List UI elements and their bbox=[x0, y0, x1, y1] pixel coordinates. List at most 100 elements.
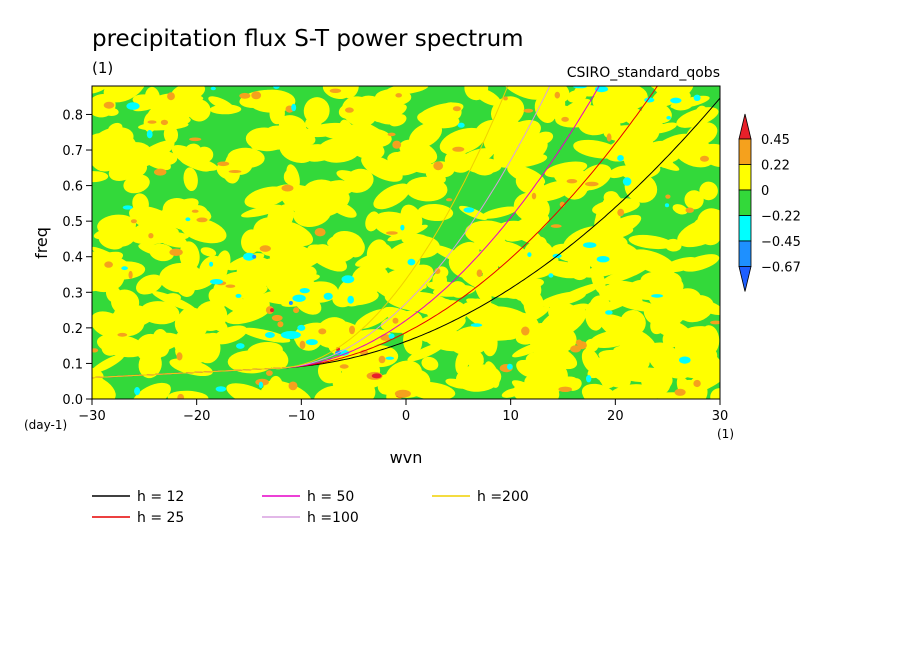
legend-label: h =100 bbox=[307, 510, 359, 526]
yellow-patch bbox=[136, 274, 163, 295]
orange-patch bbox=[561, 116, 569, 122]
yellow-patch bbox=[516, 359, 539, 378]
yellow-patch bbox=[487, 372, 500, 382]
yellow-patch bbox=[403, 326, 423, 355]
orange-patch bbox=[387, 132, 396, 137]
y-tick-label: 0.6 bbox=[62, 180, 83, 195]
yellow-patch bbox=[165, 293, 181, 302]
yellow-patch bbox=[471, 161, 495, 176]
yellow-patch bbox=[306, 142, 346, 162]
orange-patch bbox=[617, 208, 625, 217]
y-axis-label: freq bbox=[32, 227, 51, 259]
yellow-patch bbox=[268, 375, 284, 399]
yellow-patch bbox=[347, 238, 365, 258]
cyan-patch bbox=[210, 279, 223, 285]
cyan-patch bbox=[299, 288, 310, 294]
yellow-patch bbox=[253, 217, 286, 245]
yellow-patch bbox=[99, 145, 132, 172]
yellow-patch bbox=[678, 145, 713, 155]
orange-patch bbox=[128, 270, 133, 280]
cyan-patch bbox=[388, 333, 395, 339]
orange-patch bbox=[104, 261, 113, 268]
yellow-patch bbox=[641, 101, 672, 124]
yellow-patch bbox=[389, 249, 421, 273]
yellow-patch bbox=[534, 95, 557, 123]
yellow-patch bbox=[527, 181, 569, 204]
y-tick-label: 0.0 bbox=[62, 393, 83, 408]
cyan-patch bbox=[693, 94, 701, 102]
y-unit-label: (day-1) bbox=[24, 418, 67, 432]
yellow-patch bbox=[180, 156, 218, 171]
cyan-patch bbox=[341, 275, 355, 284]
yellow-patch bbox=[658, 140, 682, 163]
yellow-patch bbox=[216, 161, 240, 180]
orange-patch bbox=[349, 325, 355, 335]
yellow-patch bbox=[173, 329, 201, 357]
yellow-patch bbox=[542, 260, 585, 279]
spectral-feature bbox=[252, 254, 257, 259]
yellow-patch bbox=[449, 326, 493, 356]
yellow-patch bbox=[567, 378, 582, 391]
yellow-patch bbox=[481, 206, 518, 219]
yellow-patch bbox=[354, 373, 396, 392]
yellow-patch bbox=[106, 139, 132, 153]
yellow-patch bbox=[92, 353, 125, 374]
yellow-patch bbox=[337, 277, 370, 307]
yellow-patch bbox=[212, 325, 248, 345]
yellow-patch bbox=[339, 133, 358, 148]
yellow-patch bbox=[262, 346, 289, 370]
orange-patch bbox=[271, 314, 283, 322]
spectral-feature bbox=[243, 252, 255, 261]
cyan-patch bbox=[457, 122, 465, 128]
yellow-patch bbox=[590, 265, 606, 295]
yellow-patch bbox=[314, 385, 348, 399]
yellow-patch bbox=[314, 180, 362, 205]
yellow-patch bbox=[123, 174, 150, 194]
yellow-patch bbox=[426, 298, 456, 322]
yellow-patch bbox=[417, 110, 460, 129]
colorbar-label: −0.22 bbox=[761, 210, 801, 225]
cyan-patch bbox=[121, 266, 128, 271]
orange-patch bbox=[239, 92, 251, 99]
colorbar-bottom-triangle bbox=[738, 266, 752, 292]
yellow-patch bbox=[502, 86, 545, 100]
orange-patch bbox=[446, 198, 453, 202]
orange-patch bbox=[191, 209, 199, 213]
orange-patch bbox=[503, 96, 508, 101]
x-tick-label: −20 bbox=[183, 409, 210, 424]
yellow-patch bbox=[650, 308, 671, 335]
legend: h = 12 h = 25 h = 50 h =100 h =200 bbox=[92, 489, 529, 526]
yellow-patch bbox=[212, 320, 228, 332]
yellow-patch bbox=[132, 94, 159, 107]
orange-patch bbox=[339, 364, 349, 369]
yellow-patch bbox=[200, 247, 217, 257]
orange-patch bbox=[189, 137, 202, 142]
colorbar-segment bbox=[738, 215, 752, 242]
yellow-patch bbox=[149, 243, 175, 262]
yellow-patch bbox=[501, 387, 522, 398]
yellow-patch bbox=[584, 256, 618, 274]
yellow-patch bbox=[183, 167, 198, 192]
yellow-patch bbox=[417, 203, 454, 222]
spectral-feature bbox=[305, 339, 318, 346]
yellow-patch bbox=[474, 88, 501, 106]
yellow-patch bbox=[96, 333, 146, 358]
orange-patch bbox=[521, 326, 530, 336]
yellow-patch bbox=[338, 351, 372, 379]
orange-patch bbox=[148, 233, 154, 239]
orange-patch bbox=[606, 133, 612, 142]
legend-label: h = 25 bbox=[137, 510, 184, 526]
orange-patch bbox=[566, 179, 578, 184]
orange-patch bbox=[167, 92, 175, 101]
yellow-patch bbox=[628, 234, 673, 250]
cyan-patch bbox=[573, 86, 587, 89]
yellow-patch bbox=[672, 204, 688, 215]
yellow-patch bbox=[213, 271, 245, 295]
yellow-patch bbox=[699, 181, 718, 201]
orange-patch bbox=[386, 231, 398, 235]
orange-patch bbox=[228, 170, 242, 173]
yellow-patch bbox=[264, 238, 300, 261]
yellow-patch bbox=[153, 101, 191, 124]
